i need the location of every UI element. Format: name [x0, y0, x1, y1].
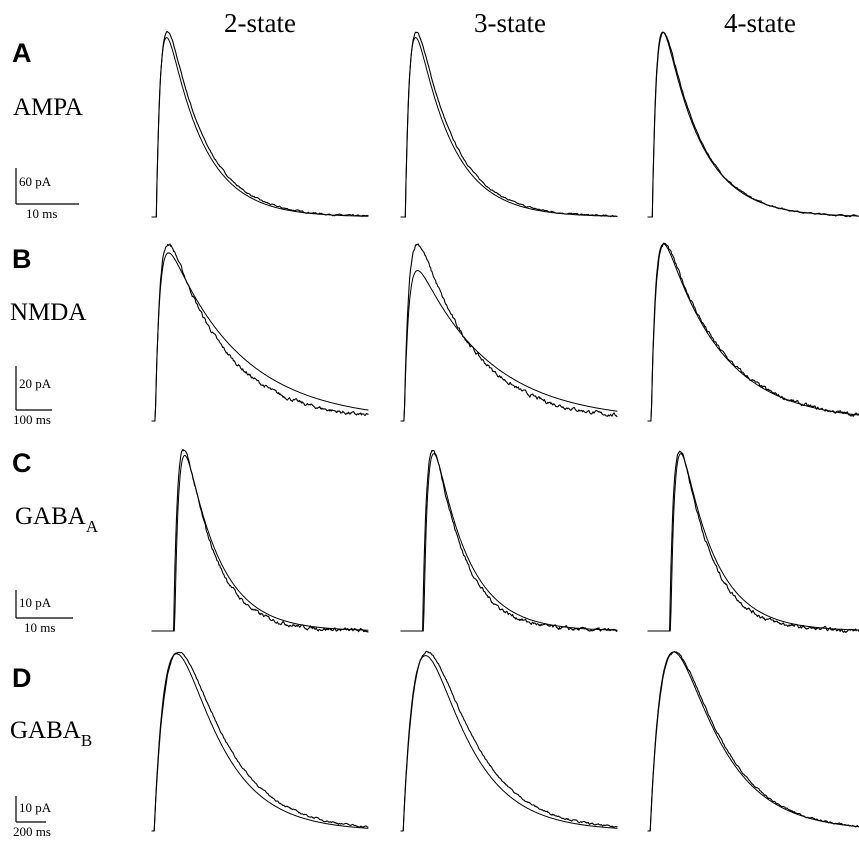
scale-label-y-b: 20 pA	[19, 376, 52, 391]
row-b: B NMDA 20 pA 100 ms	[10, 244, 86, 427]
receptor-name-b: NMDA	[10, 299, 86, 326]
trace-fit-c-4-state	[647, 453, 859, 632]
trace-fit-a-2-state	[151, 37, 369, 218]
receptor-label-d: GABAB	[10, 717, 92, 750]
trace-data-c-2-state	[151, 448, 369, 633]
scale-label-x-b: 100 ms	[13, 412, 51, 427]
trace-data-b-4-state	[647, 242, 859, 422]
trace-data-d-2-state	[151, 651, 369, 832]
trace-fit-a-4-state	[647, 31, 859, 218]
scale-label-x-d: 200 ms	[13, 824, 51, 839]
trace-data-b-3-state	[400, 243, 618, 422]
receptor-label-b: NMDA	[10, 299, 86, 326]
trace-fit-b-3-state	[400, 270, 618, 422]
trace-fit-b-4-state	[647, 243, 859, 422]
receptor-label-c: GABAA	[15, 503, 99, 536]
receptor-name-c: GABA	[15, 503, 86, 530]
receptor-label-a: AMPA	[13, 94, 83, 121]
scale-label-y-c: 10 pA	[19, 595, 52, 610]
trace-data-c-3-state	[400, 449, 618, 632]
receptor-subscript-d: B	[81, 731, 92, 750]
scale-label-x-a: 10 ms	[26, 206, 57, 221]
trace-fit-b-2-state	[151, 252, 369, 422]
receptor-subscript-c: A	[86, 517, 99, 536]
receptor-name-d: GABA	[10, 717, 81, 744]
trace-fit-d-3-state	[400, 655, 618, 832]
row-d: D GABAB 10 pA 200 ms	[10, 663, 92, 839]
trace-data-c-4-state	[647, 450, 859, 634]
trace-fit-c-2-state	[151, 455, 369, 632]
trace-data-a-3-state	[400, 31, 618, 218]
trace-data-d-3-state	[400, 650, 618, 832]
row-a: A AMPA 60 pA 10 ms	[12, 38, 83, 221]
trace-panels	[151, 30, 859, 832]
trace-fit-d-4-state	[647, 651, 859, 832]
trace-fit-a-3-state	[400, 37, 618, 218]
column-title-4-state: 4-state	[724, 8, 796, 38]
trace-fit-c-3-state	[400, 453, 618, 632]
trace-data-a-4-state	[647, 31, 859, 218]
row-c: C GABAA 10 pA 10 ms	[12, 448, 99, 635]
panel-letter-a: A	[12, 38, 32, 68]
trace-data-b-2-state	[151, 243, 369, 422]
panel-letter-c: C	[12, 448, 32, 478]
column-title-3-state: 3-state	[474, 8, 546, 38]
scale-label-x-c: 10 ms	[24, 620, 55, 635]
scale-label-y-a: 60 pA	[19, 174, 52, 189]
panel-letter-b: B	[12, 244, 32, 274]
trace-data-a-2-state	[151, 30, 369, 218]
panel-letter-d: D	[12, 663, 32, 693]
trace-data-d-4-state	[647, 650, 859, 832]
column-title-2-state: 2-state	[224, 8, 296, 38]
trace-fit-d-2-state	[151, 653, 369, 832]
scale-label-y-d: 10 pA	[19, 800, 52, 815]
receptor-name-a: AMPA	[13, 94, 83, 121]
